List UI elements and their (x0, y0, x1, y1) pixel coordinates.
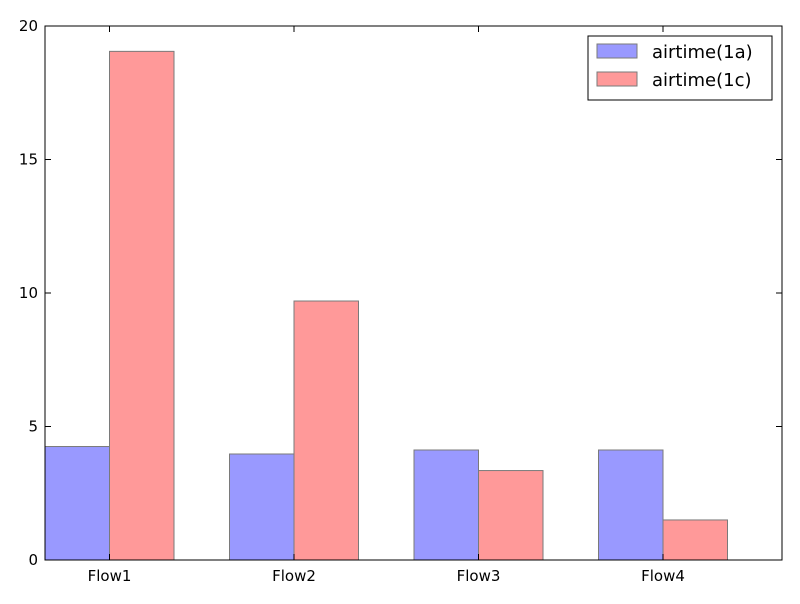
x-tick-label-flow4: Flow4 (641, 567, 685, 585)
bar-flow4-series-1 (598, 449, 664, 561)
legend: airtime(1a) airtime(1c) (587, 35, 773, 101)
bar-flow2-series-2 (293, 300, 359, 561)
bar-flow2-series-1 (229, 453, 295, 561)
y-tick-label: 20 (19, 17, 38, 35)
y-tick-label: 10 (19, 284, 38, 302)
axes-layer: 0 5 10 15 20 Flow1 Flow2 Flow3 Flow4 (19, 17, 783, 585)
x-tick-label-flow3: Flow3 (457, 567, 501, 585)
bar-flow1-series-2 (109, 50, 175, 561)
bar-flow4-series-2 (662, 519, 728, 561)
bar-flow3-series-1 (413, 449, 479, 561)
x-tick-label-flow1: Flow1 (88, 567, 132, 585)
bar-flow3-series-2 (478, 470, 544, 561)
bar-flow1-series-1 (44, 446, 110, 561)
legend-label-series-2: airtime(1c) (652, 70, 752, 91)
x-tick-label-flow2: Flow2 (272, 567, 316, 585)
legend-swatch-series-1 (596, 43, 638, 59)
legend-swatch-series-2 (596, 71, 638, 87)
y-tick-label: 15 (19, 151, 38, 169)
y-tick-label: 0 (28, 551, 38, 569)
y-tick-label: 5 (28, 418, 38, 436)
legend-label-series-1: airtime(1a) (652, 42, 753, 63)
bars-layer (44, 50, 728, 561)
